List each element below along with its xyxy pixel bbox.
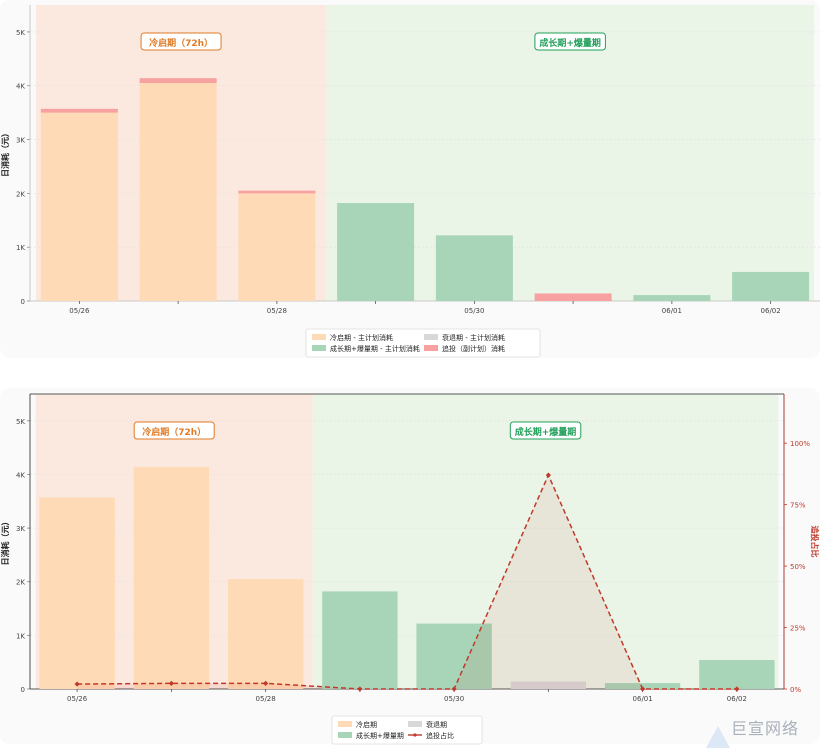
legend-box — [332, 716, 482, 744]
legend-label: 衰退期 — [426, 720, 447, 729]
x-tick-label: 06/02 — [727, 695, 747, 703]
bar — [134, 467, 209, 689]
legend-label: 追投（副计划）消耗 — [442, 344, 505, 353]
y-tick-label: 2K — [16, 579, 25, 587]
chart-panel-daily-spend: 冷启期（72h） 成长期+爆量期 0 1K 2K 3K 4K 5K 日消耗（元） 05/26 05/… — [0, 0, 820, 358]
y-tick-label: 0 — [21, 298, 25, 306]
legend-swatch — [312, 345, 326, 351]
legend-label: 冷启期 — [356, 720, 377, 729]
bar-segment — [41, 113, 118, 301]
legend-swatch — [408, 721, 422, 727]
legend-swatch — [424, 334, 438, 340]
x-tick-label: 05/28 — [256, 695, 276, 703]
y2-tick-label: 100% — [790, 440, 810, 448]
y2-tick-label: 25% — [790, 625, 806, 633]
legend-swatch — [312, 334, 326, 340]
y-tick-label: 3K — [16, 137, 25, 145]
x-tick-label: 06/01 — [633, 695, 653, 703]
legend-label: 衰退期 - 主计划消耗 — [442, 333, 505, 342]
bar — [699, 660, 774, 689]
bar-segment — [238, 191, 315, 194]
phase-label: 冷启期（72h） — [149, 37, 213, 49]
legend-swatch — [338, 732, 352, 738]
y2-tick-label: 75% — [790, 502, 806, 510]
x-tick-label: 06/02 — [761, 307, 781, 315]
bar-segment — [535, 293, 612, 301]
y-tick-label: 5K — [16, 418, 25, 426]
legend-label: 成长期+爆量期 — [356, 731, 404, 740]
bar — [322, 591, 397, 689]
bar-segment — [337, 203, 414, 301]
legend-label: 成长期+爆量期 - 主计划消耗 — [330, 344, 420, 353]
x-tick-label: 05/30 — [444, 695, 464, 703]
y-tick-label: 1K — [16, 244, 25, 252]
y2-axis-label: 追投占比 — [810, 526, 820, 558]
y-tick-label: 2K — [16, 190, 25, 198]
legend-label: 追投占比 — [426, 731, 454, 740]
spend-ratio-chart: 冷启期（72h） 成长期+爆量期 0 1K 2K 3K 4K 5K 日消耗（元） 05/26 05/… — [0, 388, 820, 744]
y-axis-label: 日消耗（元） — [0, 518, 10, 566]
bar-segment — [140, 83, 217, 301]
y-tick-label: 5K — [16, 29, 25, 37]
x-tick-label: 05/30 — [464, 307, 484, 315]
legend-line-marker — [413, 733, 416, 736]
bar-segment — [436, 235, 513, 301]
y-tick-label: 3K — [16, 525, 25, 533]
phase-label: 成长期+爆量期 — [539, 37, 601, 49]
y-axis-label: 日消耗（元） — [0, 129, 10, 177]
y2-tick-label: 0% — [790, 686, 801, 694]
watermark-text: 巨宣网络 — [731, 715, 799, 739]
bar — [228, 579, 303, 689]
y-tick-label: 0 — [21, 686, 25, 694]
x-tick-label: 05/26 — [69, 307, 90, 315]
legend-swatch — [424, 345, 438, 351]
x-tick-label: 06/01 — [662, 307, 682, 315]
phase-label: 成长期+爆量期 — [515, 426, 577, 438]
y-tick-label: 1K — [16, 632, 25, 640]
legend-swatch — [338, 721, 352, 727]
watermark-shape — [706, 726, 730, 748]
y2-tick-label: 50% — [790, 563, 806, 571]
bar-segment — [732, 272, 809, 301]
bar-segment — [633, 295, 710, 301]
legend-label: 冷启期 - 主计划消耗 — [330, 333, 393, 342]
bar — [39, 498, 114, 689]
stacked-spend-chart: 冷启期（72h） 成长期+爆量期 0 1K 2K 3K 4K 5K 日消耗（元） 05/26 05/… — [0, 0, 820, 358]
y-tick-label: 4K — [16, 471, 25, 479]
bar-segment — [140, 78, 217, 83]
y-tick-label: 4K — [16, 83, 25, 91]
phase-label: 冷启期（72h） — [142, 426, 206, 438]
x-tick-label: 05/28 — [267, 307, 287, 315]
bar-segment — [41, 109, 118, 113]
chart-panel-addon-ratio: 冷启期（72h） 成长期+爆量期 0 1K 2K 3K 4K 5K 日消耗（元） 05/26 05/… — [0, 388, 820, 744]
x-tick-label: 05/26 — [67, 695, 88, 703]
bar-segment — [238, 193, 315, 301]
